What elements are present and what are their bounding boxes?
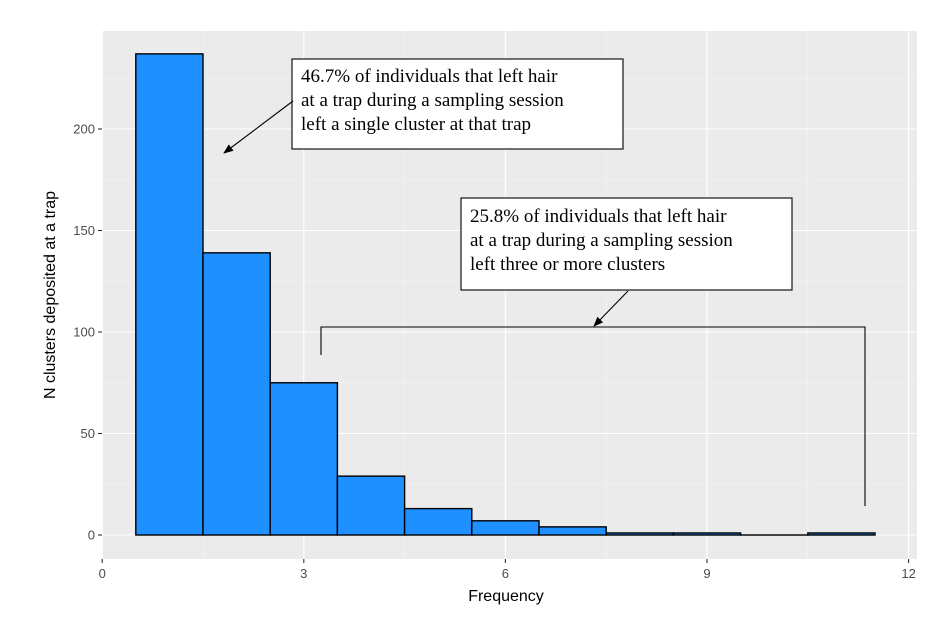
x-tick-label: 12	[901, 566, 915, 581]
histogram-bar	[605, 532, 675, 536]
annotation-text-line: at a trap during a sampling session	[470, 230, 733, 251]
histogram-bar	[471, 520, 540, 536]
x-tick-label: 6	[502, 566, 509, 581]
annotation-box	[291, 58, 624, 150]
histogram-bar	[403, 507, 473, 536]
annotation-text-line: left three or more clusters	[470, 254, 665, 275]
histogram-bar	[269, 382, 339, 536]
histogram-bar	[135, 53, 204, 536]
histogram-bar	[336, 475, 406, 536]
y-tick-label: 150	[73, 223, 95, 238]
annotation-arrow	[593, 290, 629, 327]
annotation-text-line: 25.8% of individuals that left hair	[470, 206, 727, 227]
y-axis-title: N clusters deposited at a trap	[42, 191, 59, 399]
axes: 0 3 6 9 12 0 50 100 150 200	[73, 122, 916, 582]
annotation-bracket	[320, 326, 866, 506]
histogram-bars	[135, 53, 876, 536]
y-tick-label: 200	[73, 122, 95, 137]
x-axis-title: Frequency	[468, 588, 544, 605]
x-tick-label: 3	[300, 566, 307, 581]
histogram-bar	[807, 532, 876, 536]
annotation-text-line: at a trap during a sampling session	[301, 90, 564, 111]
y-tick-label: 100	[73, 325, 95, 340]
y-tick-label: 50	[81, 426, 95, 441]
histogram-bar	[202, 252, 271, 536]
histogram-bar	[538, 526, 607, 536]
x-tick-label: 0	[99, 566, 106, 581]
annotations: 46.7% of individuals that left hair at a …	[223, 58, 866, 506]
annotation-box	[460, 197, 793, 291]
annotation-text-line: 46.7% of individuals that left hair	[301, 66, 558, 87]
annotation-arrow	[223, 100, 294, 154]
x-tick-label: 9	[703, 566, 710, 581]
histogram-bar	[672, 532, 742, 536]
y-tick-label: 0	[88, 528, 95, 543]
annotation-text-line: left a single cluster at that trap	[301, 114, 531, 135]
